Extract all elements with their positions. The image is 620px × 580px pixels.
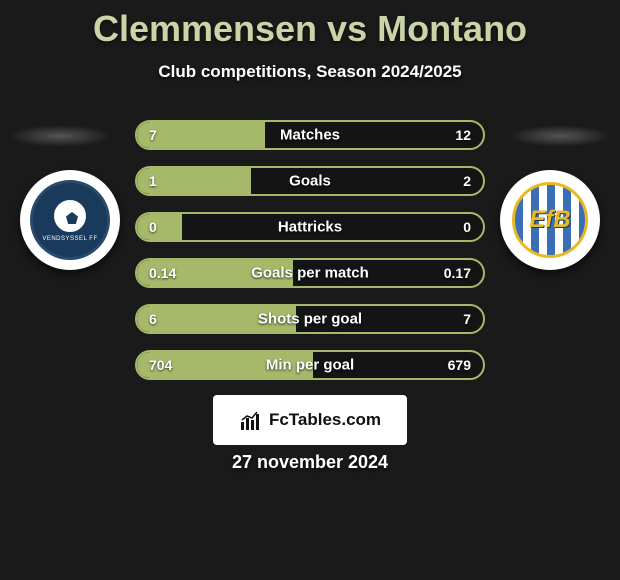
stat-value-right: 12 xyxy=(455,127,471,143)
stat-value-left: 7 xyxy=(149,127,157,143)
club-badge-left: VENDSYSSEL FF xyxy=(20,170,120,270)
stat-row-matches: 7 Matches 12 xyxy=(135,120,485,150)
stat-label: Min per goal xyxy=(266,357,354,374)
stat-fill xyxy=(137,214,182,240)
stat-label: Hattricks xyxy=(278,219,342,236)
stat-label: Matches xyxy=(280,127,340,144)
stat-value-right: 7 xyxy=(463,311,471,327)
badge-shadow-right xyxy=(508,125,612,147)
stat-value-right: 0.17 xyxy=(444,265,471,281)
stat-value-right: 2 xyxy=(463,173,471,189)
page-title: Clemmensen vs Montano xyxy=(0,0,620,50)
stat-value-left: 0.14 xyxy=(149,265,176,281)
stat-row-min-per-goal: 704 Min per goal 679 xyxy=(135,350,485,380)
soccer-ball-icon xyxy=(52,198,88,234)
stat-row-goals-per-match: 0.14 Goals per match 0.17 xyxy=(135,258,485,288)
stat-value-left: 704 xyxy=(149,357,172,373)
badge-shadow-left xyxy=(8,125,112,147)
infographic-container: Clemmensen vs Montano Club competitions,… xyxy=(0,0,620,580)
stat-value-right: 0 xyxy=(463,219,471,235)
brand-logo-icon xyxy=(239,408,263,432)
stat-row-hattricks: 0 Hattricks 0 xyxy=(135,212,485,242)
club-badge-right: EfB xyxy=(500,170,600,270)
brand-text: FcTables.com xyxy=(269,410,381,430)
stat-row-shots-per-goal: 6 Shots per goal 7 xyxy=(135,304,485,334)
date-label: 27 november 2024 xyxy=(0,452,620,473)
stat-value-left: 6 xyxy=(149,311,157,327)
stat-value-left: 0 xyxy=(149,219,157,235)
stat-label: Goals per match xyxy=(251,265,369,282)
stat-label: Goals xyxy=(289,173,331,190)
brand-badge[interactable]: FcTables.com xyxy=(213,395,407,445)
stats-list: 7 Matches 12 1 Goals 2 0 Hattricks 0 0.1… xyxy=(135,120,485,396)
crest-right-monogram: EfB xyxy=(529,206,570,234)
crest-right: EfB xyxy=(512,182,588,258)
stat-label: Shots per goal xyxy=(258,311,362,328)
crest-left-name: VENDSYSSEL FF xyxy=(42,236,97,242)
crest-left: VENDSYSSEL FF xyxy=(30,180,110,260)
subtitle: Club competitions, Season 2024/2025 xyxy=(0,62,620,82)
stat-value-left: 1 xyxy=(149,173,157,189)
stat-value-right: 679 xyxy=(448,357,471,373)
stat-row-goals: 1 Goals 2 xyxy=(135,166,485,196)
